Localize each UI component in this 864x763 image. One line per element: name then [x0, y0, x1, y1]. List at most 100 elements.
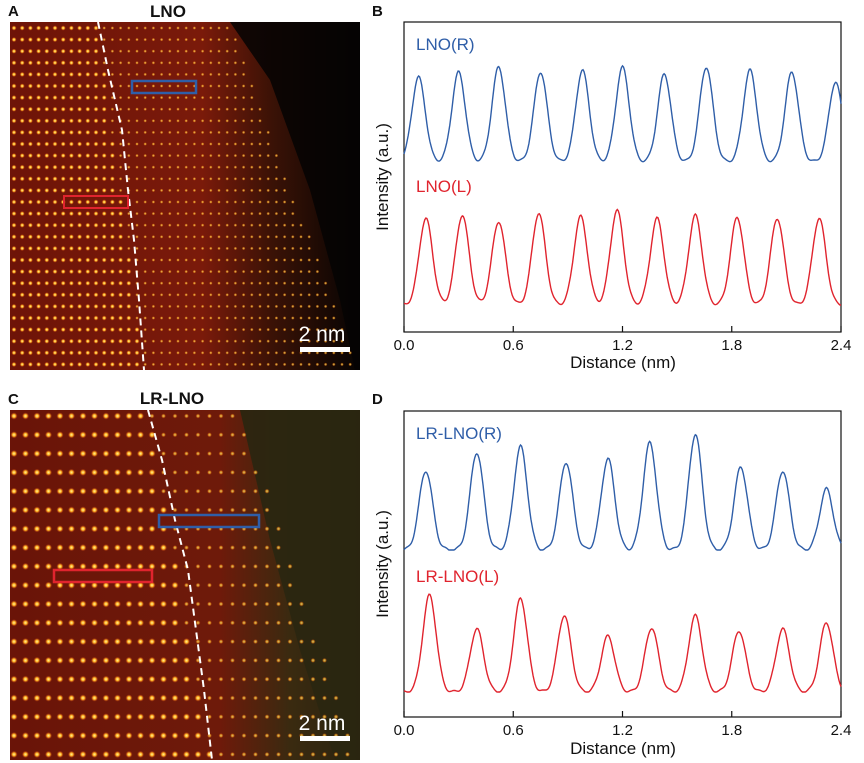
atom-column — [10, 750, 18, 759]
atom-column — [266, 281, 271, 286]
atom-column — [93, 315, 99, 321]
atom-column — [225, 95, 230, 100]
atom-column — [258, 200, 262, 204]
atom-column — [113, 468, 122, 476]
atom-column — [167, 316, 172, 320]
atom-column — [171, 732, 179, 740]
atom-column — [109, 338, 115, 344]
atom-column — [159, 246, 164, 251]
atom-column — [225, 153, 230, 158]
atom-column — [298, 639, 305, 645]
atom-column — [159, 562, 168, 571]
atom-column — [225, 130, 230, 135]
atom-column — [11, 83, 17, 89]
atom-column — [176, 327, 180, 332]
atom-column — [171, 619, 179, 627]
atom-column — [252, 582, 259, 588]
line-profile-box-l — [63, 195, 129, 209]
atom-column — [258, 176, 262, 181]
atom-column — [315, 316, 320, 320]
atom-column — [290, 339, 295, 344]
atom-column — [159, 350, 164, 355]
line-profile-box-r — [157, 513, 261, 529]
atom-column — [68, 129, 74, 135]
atom-column — [229, 469, 236, 475]
atom-column — [118, 60, 123, 65]
atom-column — [109, 199, 115, 205]
atom-column — [135, 142, 139, 146]
atom-column — [27, 48, 33, 54]
atom-column — [266, 339, 271, 344]
atom-column — [44, 450, 53, 458]
atom-column — [19, 303, 25, 309]
atom-column — [60, 222, 66, 228]
atom-column — [217, 176, 221, 181]
atom-column — [33, 581, 41, 589]
atom-column — [225, 49, 230, 54]
atom-column — [274, 153, 279, 158]
atom-column — [52, 118, 58, 124]
atom-column — [90, 450, 99, 458]
atom-column — [307, 258, 312, 262]
atom-column — [102, 506, 110, 514]
atom-column — [192, 258, 197, 262]
atom-column — [287, 563, 293, 569]
atom-column — [233, 165, 238, 170]
atom-column — [159, 713, 168, 721]
atom-column — [60, 25, 66, 31]
atom-column — [27, 60, 33, 66]
atom-column — [101, 83, 107, 89]
atom-column — [67, 487, 76, 495]
atom-column — [159, 638, 168, 646]
atom-column — [274, 165, 279, 170]
atom-column — [109, 234, 115, 240]
atom-column — [192, 37, 197, 42]
atom-column — [52, 327, 58, 333]
atom-column — [176, 234, 180, 239]
atom-column — [151, 246, 156, 251]
atom-column — [52, 48, 58, 54]
atom-column — [206, 469, 213, 475]
atom-column — [19, 280, 25, 286]
atom-column — [176, 188, 180, 193]
atom-column — [77, 315, 83, 321]
atom-column — [148, 450, 156, 458]
atom-column — [135, 188, 139, 193]
atom-column — [258, 130, 262, 135]
atom-column — [67, 713, 76, 721]
atom-column — [52, 303, 58, 309]
atom-column — [11, 211, 17, 217]
atom-column — [10, 506, 18, 514]
atom-column — [143, 26, 148, 30]
atom-column — [241, 488, 247, 494]
atom-column — [218, 432, 224, 438]
atom-column — [143, 130, 148, 135]
atom-column — [233, 350, 238, 355]
atom-column — [21, 656, 30, 665]
atom-column — [208, 362, 213, 367]
atom-column — [36, 48, 42, 54]
atom-column — [77, 350, 83, 356]
atom-column — [148, 656, 156, 665]
atom-column — [101, 350, 107, 356]
atom-column — [241, 563, 247, 569]
atom-column — [90, 750, 99, 759]
atom-column — [56, 412, 64, 420]
atom-column — [85, 48, 91, 54]
atom-column — [102, 581, 110, 589]
atom-column — [77, 303, 83, 309]
atom-column — [151, 165, 156, 170]
atom-column — [159, 316, 164, 320]
atom-column — [275, 676, 282, 682]
atom-column — [206, 488, 213, 494]
atom-column — [218, 451, 224, 457]
atom-column — [118, 361, 124, 367]
atom-column — [182, 694, 191, 702]
atom-column — [252, 695, 259, 701]
atom-column — [192, 223, 197, 228]
atom-column — [264, 526, 270, 532]
atom-column — [266, 327, 271, 332]
atom-column — [299, 292, 303, 297]
atom-column — [93, 106, 99, 112]
atom-column — [151, 339, 156, 344]
